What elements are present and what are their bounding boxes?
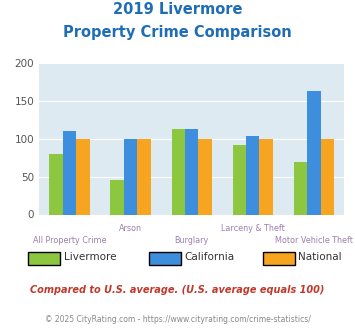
Text: Livermore: Livermore (64, 252, 116, 262)
Bar (233, 146, 246, 214)
Text: Larceny & Theft: Larceny & Theft (221, 224, 285, 233)
Bar (110, 180, 124, 214)
Text: National: National (298, 252, 342, 262)
Text: Burglary: Burglary (175, 236, 209, 245)
Text: © 2025 CityRating.com - https://www.cityrating.com/crime-statistics/: © 2025 CityRating.com - https://www.city… (45, 315, 310, 324)
Text: Motor Vehicle Theft: Motor Vehicle Theft (275, 236, 353, 245)
Text: Compared to U.S. average. (U.S. average equals 100): Compared to U.S. average. (U.S. average … (30, 285, 325, 295)
Bar (307, 91, 321, 214)
Bar (137, 139, 151, 214)
Text: 2019 Livermore: 2019 Livermore (113, 2, 242, 16)
Bar (76, 139, 90, 214)
Text: California: California (185, 252, 235, 262)
Bar (185, 129, 198, 214)
Bar (171, 129, 185, 214)
Bar (260, 139, 273, 214)
Bar (49, 154, 63, 214)
Bar (198, 139, 212, 214)
Text: Property Crime Comparison: Property Crime Comparison (63, 25, 292, 40)
Bar (321, 139, 334, 214)
Bar (294, 162, 307, 214)
Bar (246, 136, 260, 214)
Text: All Property Crime: All Property Crime (33, 236, 106, 245)
Bar (63, 131, 76, 214)
Text: Arson: Arson (119, 224, 142, 233)
Bar (124, 139, 137, 214)
